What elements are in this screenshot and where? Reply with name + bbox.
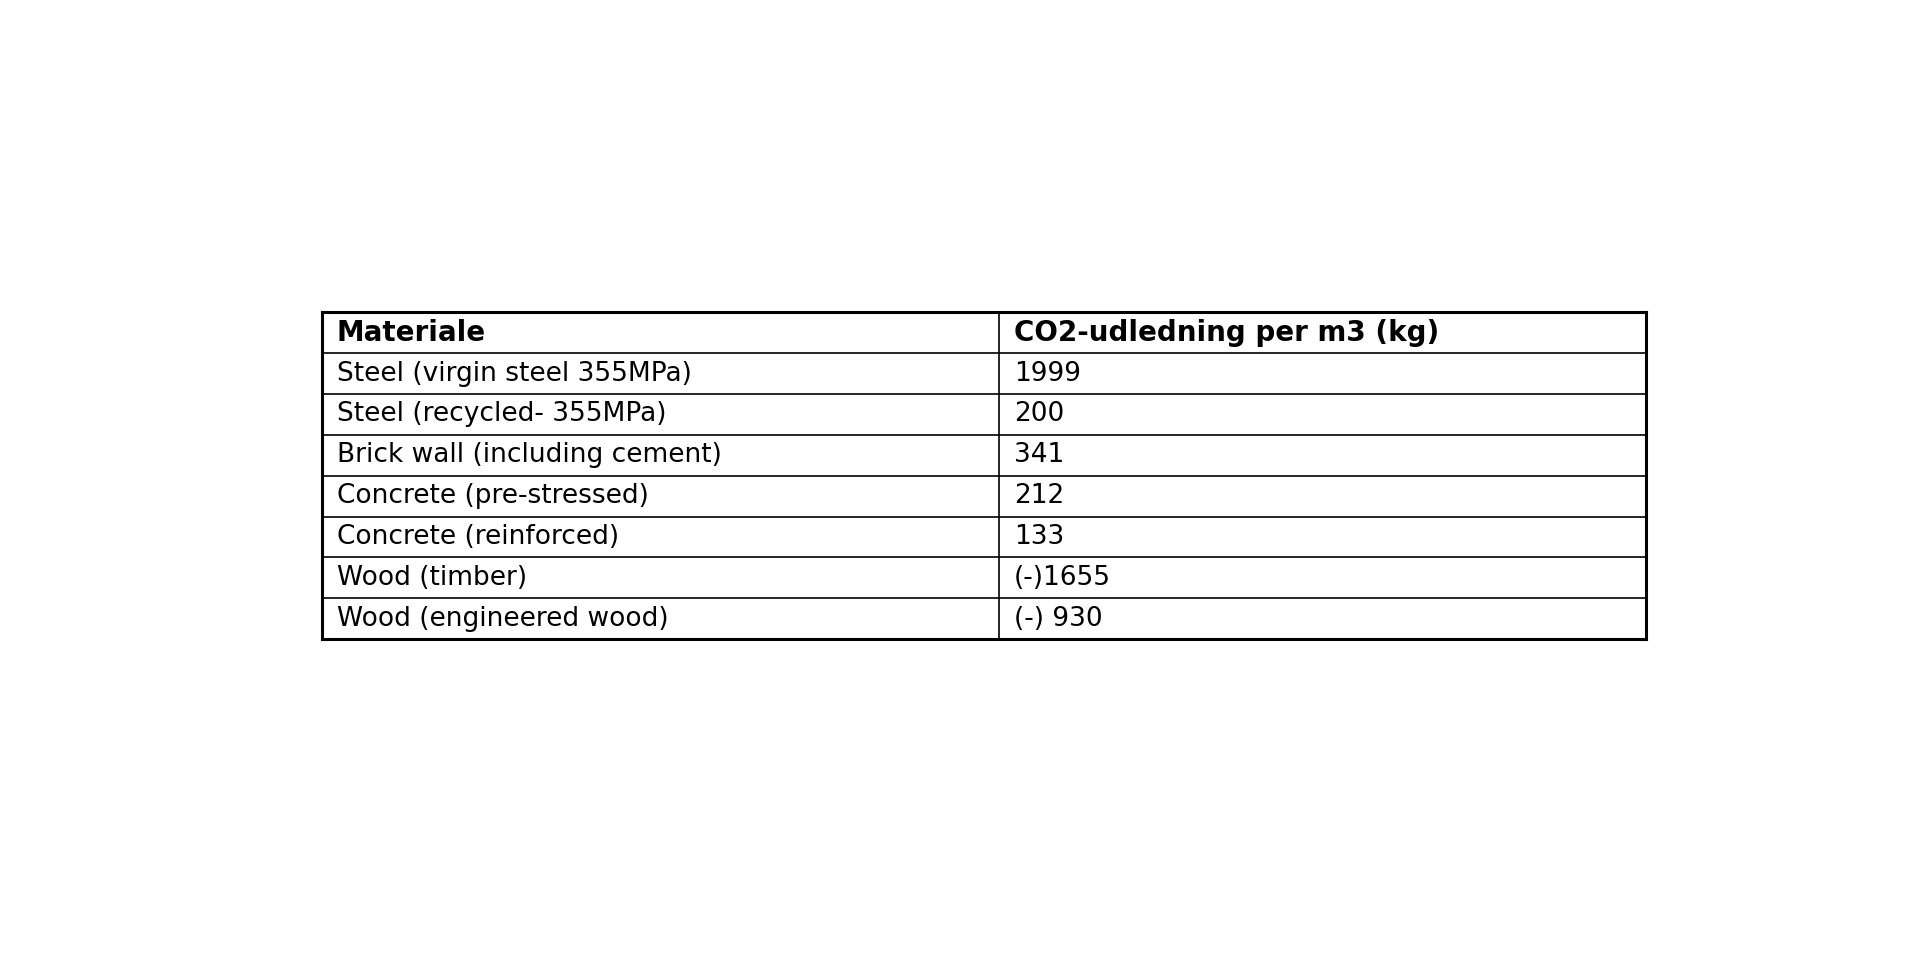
Text: Wood (engineered wood): Wood (engineered wood) (336, 605, 668, 631)
Text: 133: 133 (1014, 523, 1064, 549)
Text: Steel (recycled- 355MPa): Steel (recycled- 355MPa) (336, 401, 666, 427)
Text: Brick wall (including cement): Brick wall (including cement) (336, 442, 722, 469)
Text: Materiale: Materiale (336, 319, 486, 347)
Text: 200: 200 (1014, 401, 1064, 427)
Text: CO2-udledning per m3 (kg): CO2-udledning per m3 (kg) (1014, 319, 1438, 347)
Text: 212: 212 (1014, 483, 1064, 509)
Text: (-) 930: (-) 930 (1014, 605, 1102, 631)
Text: Concrete (pre-stressed): Concrete (pre-stressed) (336, 483, 649, 509)
Text: (-)1655: (-)1655 (1014, 565, 1112, 591)
Text: 341: 341 (1014, 442, 1064, 469)
Text: Wood (timber): Wood (timber) (336, 565, 526, 591)
Text: Steel (virgin steel 355MPa): Steel (virgin steel 355MPa) (336, 361, 691, 387)
Text: 1999: 1999 (1014, 361, 1081, 387)
Text: Concrete (reinforced): Concrete (reinforced) (336, 523, 618, 549)
